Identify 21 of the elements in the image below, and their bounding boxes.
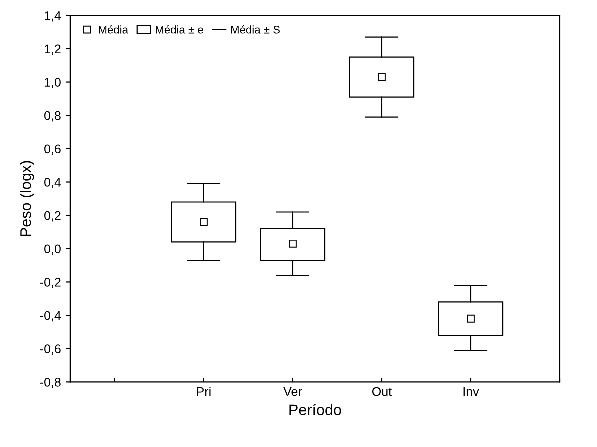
annotation: Média ± e	[156, 26, 204, 34]
y-tick-label: -0,2	[40, 278, 61, 288]
x-tick-label: Out	[372, 387, 392, 396]
x-axis-title: Período	[290, 404, 342, 416]
y-tick-label: 1,4	[44, 12, 62, 22]
y-tick-label: 0,4	[44, 178, 62, 188]
annotation: Média	[99, 26, 128, 34]
x-tick-label: Inv	[464, 388, 480, 396]
y-tick-label: 0,6	[44, 144, 61, 156]
x-tick-label: Pri	[197, 387, 211, 396]
y-tick-label: 0,0	[44, 244, 61, 256]
y-tick-label: 1,0	[44, 78, 61, 88]
y-axis-title: Peso (logx)	[20, 161, 34, 236]
x-tick-label: Ver	[284, 388, 302, 396]
annotation: Média ± S	[231, 26, 280, 34]
y-tick-label: -0,8	[40, 378, 61, 388]
y-tick-label: 1,2	[44, 44, 61, 56]
y-tick-label: -0,6	[40, 344, 61, 355]
y-tick-label: -0,4	[40, 311, 62, 322]
y-tick-label: 0,8	[44, 111, 61, 122]
y-tick-label: 0,2	[44, 211, 61, 222]
